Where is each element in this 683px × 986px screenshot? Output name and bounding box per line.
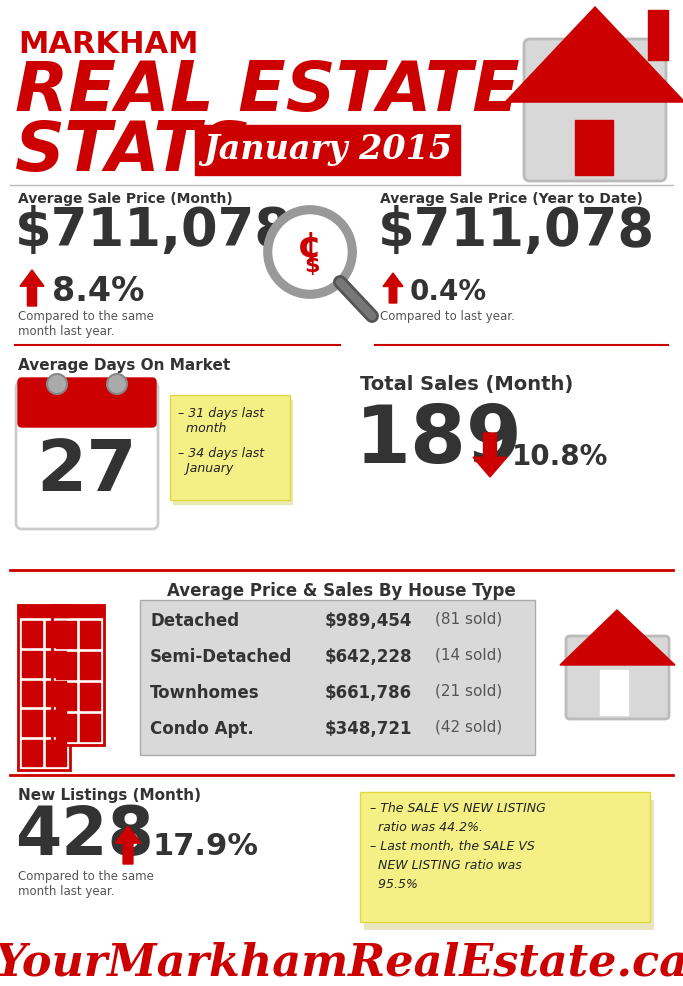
FancyBboxPatch shape [170,395,290,500]
Bar [46,680,66,706]
Polygon shape [560,610,675,665]
Text: $989,454: $989,454 [325,612,413,630]
Text: (14 sold): (14 sold) [435,648,502,663]
Polygon shape [510,10,680,100]
Text: Average Price & Sales By House Type: Average Price & Sales By House Type [167,582,516,600]
FancyBboxPatch shape [360,792,650,922]
Bar [56,621,76,648]
Text: 0.4%: 0.4% [410,278,487,306]
Text: 189: 189 [355,402,523,480]
Bar [46,740,66,766]
Bar [80,683,100,710]
Text: (21 sold): (21 sold) [435,684,502,699]
Bar [648,10,668,60]
Bar [56,652,76,679]
Text: Semi-Detached: Semi-Detached [150,648,292,666]
Text: 17.9%: 17.9% [152,832,258,861]
Polygon shape [383,273,403,303]
Bar [80,714,100,741]
Polygon shape [273,215,347,289]
Text: $711,078: $711,078 [15,205,292,257]
FancyBboxPatch shape [566,636,669,719]
Bar [46,621,66,647]
Text: $711,078: $711,078 [378,205,655,257]
Text: – The SALE VS NEW LISTING
  ratio was 44.2%.
– Last month, the SALE VS
  NEW LIS: – The SALE VS NEW LISTING ratio was 44.2… [370,802,546,891]
Bar [18,605,70,617]
Circle shape [47,374,67,394]
Bar [22,680,42,706]
Polygon shape [20,270,44,306]
Polygon shape [473,433,507,477]
Text: 8.4%: 8.4% [52,275,144,308]
Text: New Listings (Month): New Listings (Month) [18,788,201,803]
Bar [22,651,42,676]
Text: Detached: Detached [150,612,239,630]
Text: Average Sale Price (Year to Date): Average Sale Price (Year to Date) [380,192,643,206]
Bar [600,670,628,715]
Text: $348,721: $348,721 [325,720,413,738]
Text: YourMarkhamRealEstate.ca: YourMarkhamRealEstate.ca [0,942,683,985]
Text: $642,228: $642,228 [325,648,413,666]
Text: Total Sales (Month): Total Sales (Month) [360,375,573,394]
Text: Condo Apt.: Condo Apt. [150,720,254,738]
FancyBboxPatch shape [173,400,293,505]
FancyBboxPatch shape [364,800,654,930]
Text: MARKHAM: MARKHAM [18,30,199,59]
FancyBboxPatch shape [18,378,156,427]
Text: ¢: ¢ [297,230,322,264]
Text: STATS: STATS [15,118,251,185]
Circle shape [107,374,127,394]
FancyBboxPatch shape [195,125,460,175]
Text: Compared to the same
month last year.: Compared to the same month last year. [18,310,154,338]
Text: Compared to the same
month last year.: Compared to the same month last year. [18,870,154,898]
Text: Compared to last year.: Compared to last year. [380,310,515,323]
Text: REAL ESTATE: REAL ESTATE [15,58,520,125]
Text: 27: 27 [37,437,137,506]
Bar [80,652,100,679]
Text: 10.8%: 10.8% [512,443,609,471]
Polygon shape [115,826,141,864]
Text: Average Days On Market: Average Days On Market [18,358,230,373]
Bar [22,740,42,766]
Text: 428: 428 [15,803,154,869]
Text: (42 sold): (42 sold) [435,720,502,735]
Bar [22,621,42,647]
FancyBboxPatch shape [16,382,158,529]
Bar [56,683,76,710]
Bar [52,605,104,617]
Bar [56,714,76,741]
Bar [80,621,100,648]
Bar [46,710,66,737]
FancyBboxPatch shape [524,39,666,181]
Text: $: $ [304,256,320,276]
Text: – 31 days last
  month: – 31 days last month [178,407,264,435]
Bar [18,605,70,770]
Bar [46,651,66,676]
Text: (81 sold): (81 sold) [435,612,502,627]
Text: – 34 days last
  January: – 34 days last January [178,447,264,475]
Bar [575,120,613,175]
Text: Townhomes: Townhomes [150,684,260,702]
Bar [52,605,104,745]
Text: Average Sale Price (Month): Average Sale Price (Month) [18,192,233,206]
Text: January 2015: January 2015 [204,133,453,167]
FancyBboxPatch shape [140,600,535,755]
Text: $661,786: $661,786 [325,684,412,702]
Bar [22,710,42,737]
